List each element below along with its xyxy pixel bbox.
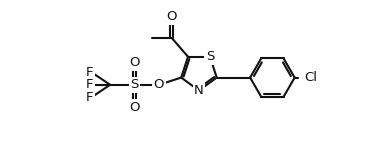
Text: O: O — [129, 56, 140, 69]
Text: Cl: Cl — [305, 71, 318, 84]
Text: F: F — [86, 78, 93, 91]
Text: F: F — [86, 91, 93, 104]
Text: F: F — [86, 66, 93, 79]
Text: N: N — [194, 84, 204, 97]
Text: S: S — [130, 78, 139, 91]
Text: O: O — [129, 100, 140, 114]
Text: S: S — [206, 50, 214, 63]
Text: O: O — [154, 78, 164, 91]
Text: O: O — [166, 10, 177, 23]
